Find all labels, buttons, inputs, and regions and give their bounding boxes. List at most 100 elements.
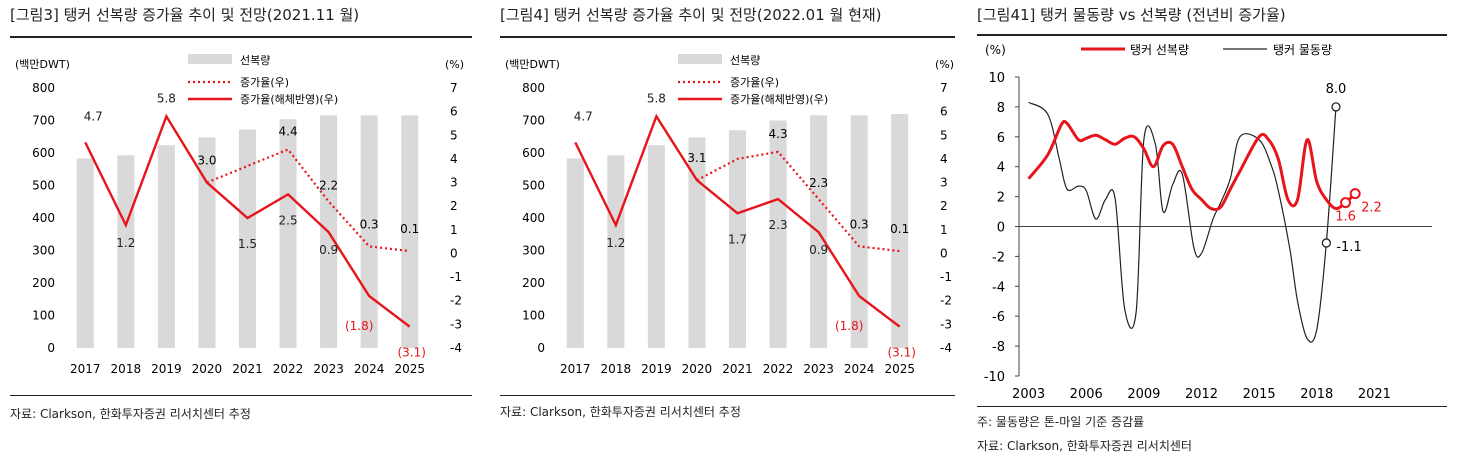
data-label: (3.1): [887, 346, 915, 360]
right-tick-label: 1: [450, 223, 458, 237]
chart-title: [그림41] 탱커 물동량 vs 선복량 (전년비 증가율): [977, 6, 1286, 24]
data-label: -1.1: [1336, 240, 1361, 255]
data-label: 4.7: [84, 109, 103, 123]
series-line-volume: [1028, 101, 1337, 343]
bar: [198, 137, 216, 348]
y-tick-label: 10: [988, 71, 1005, 86]
source-note: 자료: Clarkson, 한화투자증권 리서치센터: [977, 439, 1192, 453]
legend-label: 증가율(우): [730, 76, 779, 89]
x-tick-label: 2018: [1300, 387, 1333, 402]
y-tick-label: 0: [997, 221, 1005, 236]
right-tick-label: 5: [940, 128, 948, 142]
x-tick-label: 2021: [232, 362, 263, 376]
end-marker: [1321, 238, 1331, 248]
data-label: 1.5: [238, 237, 257, 251]
y-tick-label: 2: [997, 191, 1005, 206]
data-label: (3.1): [397, 346, 425, 360]
right-tick-label: 6: [940, 105, 948, 119]
y-tick-label: 4: [997, 161, 1005, 176]
bottom-rule: [10, 395, 472, 396]
x-tick-label: 2024: [844, 362, 875, 376]
left-axis-label: (백만DWT): [505, 58, 560, 71]
data-label: 0.1: [890, 222, 909, 236]
x-tick-label: 2025: [884, 362, 915, 376]
end-marker: [1349, 188, 1361, 200]
series-line-growth-scrap: [84, 113, 411, 328]
left-tick-label: 100: [522, 309, 545, 323]
legend-swatch-bar: [188, 54, 232, 64]
x-tick-label: 2019: [641, 362, 672, 376]
axis-label: (%): [985, 43, 1006, 57]
y-tick-label: -2: [992, 250, 1005, 265]
right-tick-label: 4: [450, 152, 458, 166]
data-label: 8.0: [1326, 82, 1347, 97]
series-line-fleet: [1027, 119, 1357, 211]
series-line-growth: [206, 148, 410, 253]
data-label: 1.2: [606, 236, 625, 250]
left-tick-label: 500: [522, 179, 545, 193]
bar: [360, 115, 378, 348]
data-label: 2.3: [769, 218, 788, 232]
left-tick-label: 200: [522, 276, 545, 290]
right-tick-label: 0: [450, 246, 458, 260]
bar: [891, 114, 909, 348]
source-note: 자료: Clarkson, 한화투자증권 리서치센터 추정: [10, 407, 251, 421]
x-tick-label: 2022: [763, 362, 794, 376]
left-tick-label: 400: [522, 211, 545, 225]
y-tick-label: -8: [992, 340, 1005, 355]
left-tick-label: 600: [32, 146, 55, 160]
y-tick-label: -4: [992, 280, 1005, 295]
left-tick-label: 200: [32, 276, 55, 290]
x-tick-label: 2020: [192, 362, 223, 376]
right-axis-label: (%): [445, 58, 464, 71]
data-label: 2.5: [279, 213, 298, 227]
y-tick-label: -6: [992, 310, 1005, 325]
y-tick-label: 6: [997, 131, 1005, 146]
right-axis-label: (%): [935, 58, 954, 71]
x-tick-label: 2022: [273, 362, 304, 376]
legend-swatch-bar: [678, 54, 722, 64]
right-tick-label: -4: [450, 341, 462, 355]
x-tick-label: 2017: [560, 362, 591, 376]
x-tick-label: 2023: [313, 362, 344, 376]
right-tick-label: 5: [450, 128, 458, 142]
right-tick-label: -2: [940, 294, 952, 308]
bar: [647, 145, 665, 348]
data-label: 4.4: [279, 124, 298, 138]
data-label: 3.0: [197, 154, 216, 168]
right-tick-label: -2: [450, 294, 462, 308]
right-tick-label: -3: [940, 317, 952, 331]
bar: [401, 115, 419, 348]
series-line-growth-scrap: [574, 113, 901, 328]
title-rule: [977, 34, 1447, 36]
data-label: 0.9: [319, 243, 338, 257]
data-label: 1.6: [1335, 210, 1356, 225]
data-label: 4.7: [574, 109, 593, 123]
x-tick-label: 2021: [722, 362, 753, 376]
left-tick-label: 700: [522, 114, 545, 128]
source-note: 자료: Clarkson, 한화투자증권 리서치센터 추정: [500, 405, 741, 419]
left-tick-label: 600: [522, 146, 545, 160]
bar: [279, 119, 297, 348]
right-tick-label: 7: [940, 81, 948, 95]
data-label: 0.9: [809, 243, 828, 257]
right-tick-label: 3: [940, 176, 948, 190]
chart-title: [그림4] 탱커 선복량 증가율 추이 및 전망(2022.01 월 현재): [500, 6, 882, 24]
right-tick-label: -1: [940, 270, 952, 284]
right-tick-label: -1: [450, 270, 462, 284]
right-tick-label: 2: [450, 199, 458, 213]
data-label: 2.2: [1361, 201, 1382, 216]
right-tick-label: 2: [940, 199, 948, 213]
right-tick-label: -3: [450, 317, 462, 331]
right-tick-label: 0: [940, 246, 948, 260]
left-tick-label: 500: [32, 179, 55, 193]
data-label: 3.1: [687, 151, 706, 165]
legend-label: 탱커 물동량: [1273, 43, 1332, 57]
bar-line-chart: (백만DWT) (%) 0 100 200 300 400 500 600 700 800 -4 -3 -…: [15, 54, 464, 376]
data-label: 2.3: [809, 176, 828, 190]
footnote: 주: 물동량은 톤-마일 기준 증감률: [977, 415, 1145, 429]
data-label: 0.1: [400, 222, 419, 236]
data-label: 1.7: [728, 232, 747, 246]
x-tick-label: 2015: [1243, 387, 1276, 402]
data-label: 0.3: [360, 217, 379, 231]
